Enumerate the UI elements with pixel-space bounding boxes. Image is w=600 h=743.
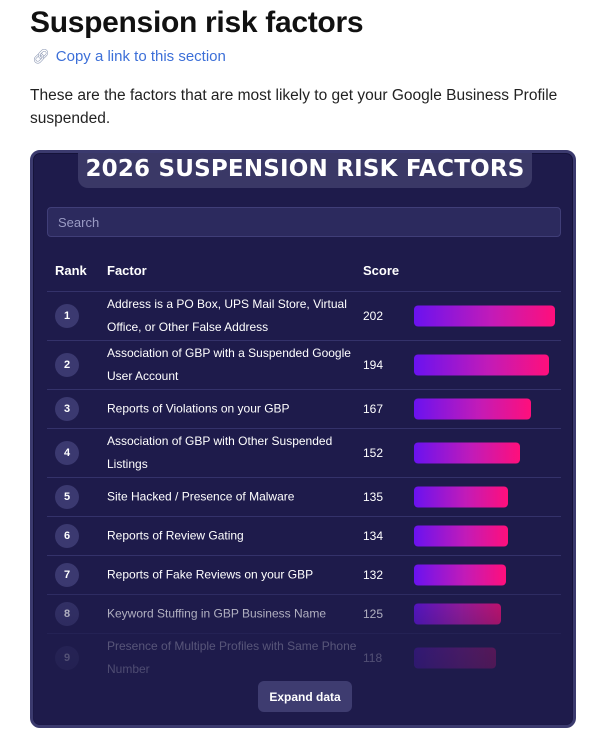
factor-label: Keyword Stuffing in GBP Business Name (107, 606, 326, 621)
table-row: 1 Address is a PO Box, UPS Mail Store, Vi… (47, 291, 561, 340)
score-bar-track (414, 442, 555, 464)
column-header-score[interactable]: Score (363, 263, 400, 278)
score-bar (414, 564, 507, 586)
copy-section-link[interactable]: 🔗︎ Copy a link to this section (32, 48, 226, 65)
table-header: Rank Factor Score (47, 263, 561, 283)
score-bar (414, 354, 550, 376)
score-bar-track (414, 354, 555, 376)
rank-badge: 8 (55, 602, 79, 626)
score-value: 132 (363, 568, 384, 582)
section-intro: These are the factors that are most like… (30, 87, 558, 127)
score-bar (414, 442, 521, 464)
factor-label: Reports of Violations on your GBP (107, 401, 290, 416)
score-bar-track (414, 398, 555, 420)
score-bar-track (414, 525, 555, 547)
score-bar-track (414, 564, 555, 586)
copy-section-link-label: Copy a link to this section (55, 48, 226, 65)
factor-label: Reports of Review Gating (107, 528, 244, 543)
rank-badge: 4 (55, 441, 79, 465)
rank-badge: 1 (55, 304, 79, 328)
table-row: 9 Presence of Multiple Profiles with Same… (47, 633, 561, 682)
table-row: 5 Site Hacked / Presence of Malware 135 (47, 477, 561, 516)
link-icon: 🔗︎ (32, 48, 50, 64)
factor-label: Presence of Multiple Profiles with Same … (107, 639, 357, 676)
column-header-factor[interactable]: Factor (107, 263, 147, 278)
risk-factors-widget: 2026 SUSPENSION RISK FACTORS Rank Factor… (30, 150, 576, 728)
rank-badge: 2 (55, 353, 79, 377)
rank-badge: 9 (55, 646, 79, 670)
score-value: 167 (363, 402, 384, 416)
rank-badge: 7 (55, 563, 79, 587)
table-body: 1 Address is a PO Box, UPS Mail Store, Vi… (47, 291, 561, 682)
score-bar (414, 525, 508, 547)
table-row: 8 Keyword Stuffing in GBP Business Name 12… (47, 594, 561, 633)
score-value: 125 (363, 607, 384, 621)
score-value: 134 (363, 529, 384, 543)
expand-data-button[interactable]: Expand data (258, 681, 352, 712)
score-bar-track (414, 486, 555, 508)
score-value: 118 (363, 651, 383, 665)
score-bar-track (414, 603, 555, 625)
score-bar (414, 305, 555, 327)
score-bar (414, 647, 497, 669)
column-header-rank[interactable]: Rank (55, 263, 87, 278)
score-value: 194 (363, 358, 384, 372)
factor-label: Site Hacked / Presence of Malware (107, 489, 295, 504)
factor-label: Address is a PO Box, UPS Mail Store, Vir… (107, 297, 347, 334)
section-heading: Suspension risk factors (30, 6, 364, 39)
factor-label: Reports of Fake Reviews on your GBP (107, 567, 314, 582)
score-bar (414, 603, 502, 625)
widget-title: 2026 SUSPENSION RISK FACTORS (78, 153, 532, 188)
score-value: 202 (363, 309, 384, 323)
score-bar-track (414, 647, 555, 669)
rank-badge: 5 (55, 485, 79, 509)
table-row: 3 Reports of Violations on your GBP 167 (47, 389, 561, 428)
score-bar (414, 398, 531, 420)
table-row: 4 Association of GBP with Other Suspended… (47, 428, 561, 477)
table-row: 7 Reports of Fake Reviews on your GBP 132 (47, 555, 561, 594)
score-bar-track (414, 305, 555, 327)
rank-badge: 3 (55, 397, 79, 421)
table-row: 2 Association of GBP with a Suspended Goo… (47, 340, 561, 389)
score-bar (414, 486, 509, 508)
rank-badge: 6 (55, 524, 79, 548)
table-row: 6 Reports of Review Gating 134 (47, 516, 561, 555)
score-value: 152 (363, 446, 384, 460)
search-input[interactable] (47, 207, 561, 237)
factor-label: Association of GBP with a Suspended Goog… (107, 346, 351, 383)
score-value: 135 (363, 490, 384, 504)
factor-label: Association of GBP with Other Suspended … (107, 434, 333, 471)
